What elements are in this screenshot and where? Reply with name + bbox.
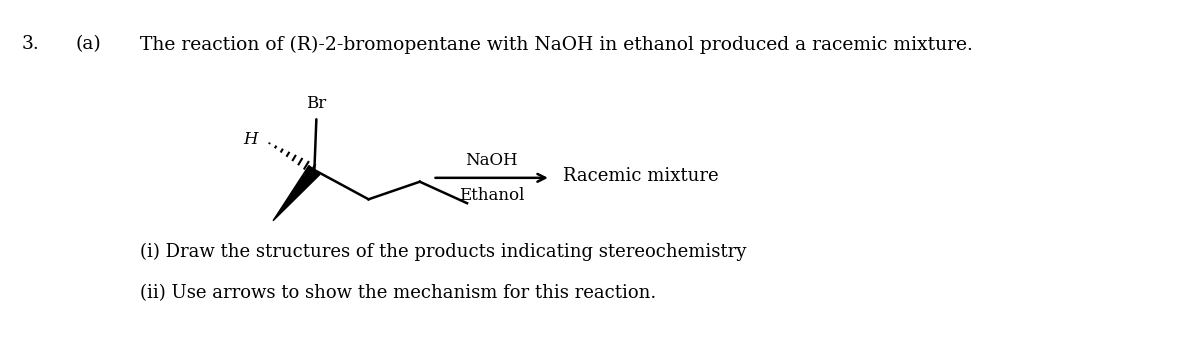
Text: 3.: 3. [22, 35, 40, 53]
Polygon shape [274, 166, 320, 221]
Text: NaOH: NaOH [466, 152, 518, 169]
Text: The reaction of (R)-2-bromopentane with NaOH in ethanol produced a racemic mixtu: The reaction of (R)-2-bromopentane with … [140, 35, 973, 54]
Text: Ethanol: Ethanol [458, 187, 524, 203]
Text: Racemic mixture: Racemic mixture [563, 167, 719, 185]
Text: (ii) Use arrows to show the mechanism for this reaction.: (ii) Use arrows to show the mechanism fo… [140, 284, 656, 302]
Text: (i) Draw the structures of the products indicating stereochemistry: (i) Draw the structures of the products … [140, 243, 746, 261]
Text: Br: Br [306, 95, 326, 113]
Text: (a): (a) [76, 35, 101, 53]
Text: H: H [242, 131, 257, 148]
